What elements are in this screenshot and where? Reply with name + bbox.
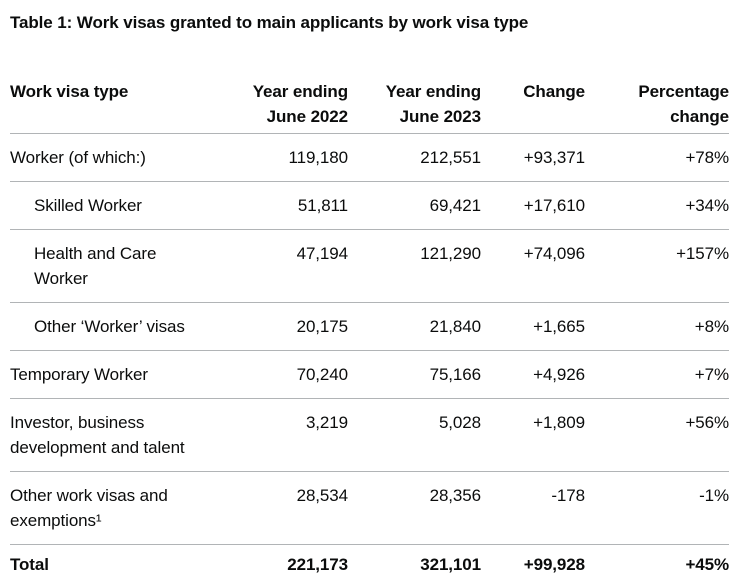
column-header-change: Change <box>481 79 585 134</box>
year-2023-cell: 121,290 <box>348 229 481 303</box>
visa-type-cell: Other ‘Worker’ visas <box>10 302 215 351</box>
column-header-percentage-change: Percentage change <box>585 79 729 134</box>
year-2022-cell: 51,811 <box>215 181 348 230</box>
table-row-health-and-care-worker: Health and Care Worker 47,194 121,290 +7… <box>10 229 729 303</box>
percentage-change-cell: +8% <box>585 302 729 351</box>
visa-type-cell: Other work visas and exemptions¹ <box>10 471 215 545</box>
table-row-other-worker-visas: Other ‘Worker’ visas 20,175 21,840 +1,66… <box>10 302 729 351</box>
table-row-other-work-visas-exemptions: Other work visas and exemptions¹ 28,534 … <box>10 471 729 545</box>
change-cell: +17,610 <box>481 181 585 230</box>
visa-type-cell: Worker (of which:) <box>10 133 215 182</box>
change-cell: -178 <box>481 471 585 545</box>
year-2022-cell: 3,219 <box>215 398 348 472</box>
change-cell: +93,371 <box>481 133 585 182</box>
percentage-change-cell: +78% <box>585 133 729 182</box>
table-row-investor-business-development-talent: Investor, business development and talen… <box>10 398 729 472</box>
column-header-year-ending-june-2022: Year ending June 2022 <box>215 79 348 134</box>
year-2022-cell: 20,175 <box>215 302 348 351</box>
year-2023-cell: 5,028 <box>348 398 481 472</box>
visa-type-cell: Investor, business development and talen… <box>10 398 215 472</box>
change-cell: +1,665 <box>481 302 585 351</box>
percentage-change-cell: +34% <box>585 181 729 230</box>
percentage-change-cell: +45% <box>585 544 729 577</box>
change-cell: +1,809 <box>481 398 585 472</box>
year-2022-cell: 70,240 <box>215 350 348 399</box>
visa-type-cell: Skilled Worker <box>10 181 215 230</box>
change-cell: +99,928 <box>481 544 585 577</box>
year-2023-cell: 321,101 <box>348 544 481 577</box>
table-header: Work visa type Year ending June 2022 Yea… <box>10 79 729 134</box>
visa-type-cell: Temporary Worker <box>10 350 215 399</box>
percentage-change-cell: +7% <box>585 350 729 399</box>
change-cell: +4,926 <box>481 350 585 399</box>
year-2023-cell: 69,421 <box>348 181 481 230</box>
table-row-temporary-worker: Temporary Worker 70,240 75,166 +4,926 +7… <box>10 350 729 399</box>
year-2022-cell: 119,180 <box>215 133 348 182</box>
table-body: Worker (of which:) 119,180 212,551 +93,3… <box>10 133 729 577</box>
year-2023-cell: 28,356 <box>348 471 481 545</box>
column-header-work-visa-type: Work visa type <box>10 79 215 134</box>
year-2022-cell: 28,534 <box>215 471 348 545</box>
percentage-change-cell: -1% <box>585 471 729 545</box>
percentage-change-cell: +56% <box>585 398 729 472</box>
year-2022-cell: 47,194 <box>215 229 348 303</box>
year-2023-cell: 75,166 <box>348 350 481 399</box>
year-2023-cell: 212,551 <box>348 133 481 182</box>
change-cell: +74,096 <box>481 229 585 303</box>
table-row-skilled-worker: Skilled Worker 51,811 69,421 +17,610 +34… <box>10 181 729 230</box>
header-row: Work visa type Year ending June 2022 Yea… <box>10 79 729 134</box>
table-row-total: Total 221,173 321,101 +99,928 +45% <box>10 544 729 577</box>
visa-type-cell: Health and Care Worker <box>10 229 215 303</box>
table-title: Table 1: Work visas granted to main appl… <box>10 13 529 32</box>
column-header-year-ending-june-2023: Year ending June 2023 <box>348 79 481 134</box>
year-2023-cell: 21,840 <box>348 302 481 351</box>
percentage-change-cell: +157% <box>585 229 729 303</box>
work-visas-table: Work visa type Year ending June 2022 Yea… <box>10 79 729 577</box>
visa-type-cell: Total <box>10 544 215 577</box>
table-row-worker: Worker (of which:) 119,180 212,551 +93,3… <box>10 133 729 182</box>
year-2022-cell: 221,173 <box>215 544 348 577</box>
